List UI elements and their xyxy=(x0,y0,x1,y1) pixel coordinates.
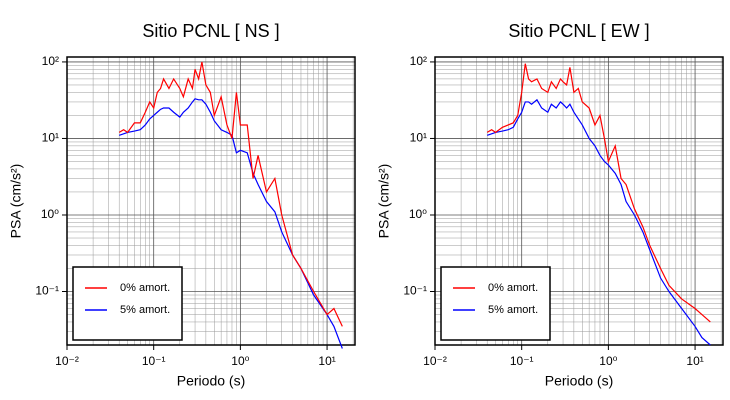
x-tick-label: 10⁰ xyxy=(599,354,617,368)
x-axis-label: Periodo (s) xyxy=(177,373,245,389)
y-tick-label: 10¹ xyxy=(42,131,59,145)
y-tick-label: 10² xyxy=(410,54,427,68)
legend-label: 0% amort. xyxy=(120,282,170,294)
legend-label: 0% amort. xyxy=(488,282,538,294)
y-tick-label: 10⁰ xyxy=(41,207,59,221)
x-tick-label: 10⁰ xyxy=(231,354,249,368)
series-line xyxy=(119,98,343,349)
x-tick-label: 10⁻¹ xyxy=(510,354,534,368)
y-tick-label: 10¹ xyxy=(410,131,427,145)
y-axis-label: PSA (cm/s²) xyxy=(8,164,24,239)
x-axis-label: Periodo (s) xyxy=(545,373,613,389)
legend-box xyxy=(72,266,183,341)
series-line xyxy=(487,98,711,346)
series-line xyxy=(118,61,343,327)
subplot: 10⁻² 10⁻¹ 10⁰ 10¹ 10⁻¹ 10⁰ 10¹ 10² Sitio PCNL [ … xyxy=(8,21,356,389)
series-line xyxy=(486,63,711,323)
y-tick-label: 10⁻¹ xyxy=(403,284,427,298)
subplot: 10⁻² 10⁻¹ 10⁰ 10¹ 10⁻¹ 10⁰ 10¹ 10² Sitio PCNL [ … xyxy=(376,21,724,389)
y-tick-label: 10⁰ xyxy=(409,207,427,221)
x-tick-label: 10¹ xyxy=(318,354,335,368)
x-tick-label: 10¹ xyxy=(686,354,703,368)
chart-title: Sitio PCNL [ NS ] xyxy=(142,21,279,41)
legend-label: 5% amort. xyxy=(488,304,538,316)
legend-box xyxy=(440,266,551,341)
x-tick-label: 10⁻¹ xyxy=(142,354,166,368)
plot-frame xyxy=(66,56,356,346)
y-tick-label: 10² xyxy=(42,54,59,68)
x-tick-label: 10⁻² xyxy=(55,354,79,368)
chart-title: Sitio PCNL [ EW ] xyxy=(508,21,649,41)
x-tick-label: 10⁻² xyxy=(423,354,447,368)
plot-frame xyxy=(434,56,724,346)
y-axis-label: PSA (cm/s²) xyxy=(376,164,392,239)
y-tick-label: 10⁻¹ xyxy=(35,284,59,298)
legend-label: 5% amort. xyxy=(120,304,170,316)
